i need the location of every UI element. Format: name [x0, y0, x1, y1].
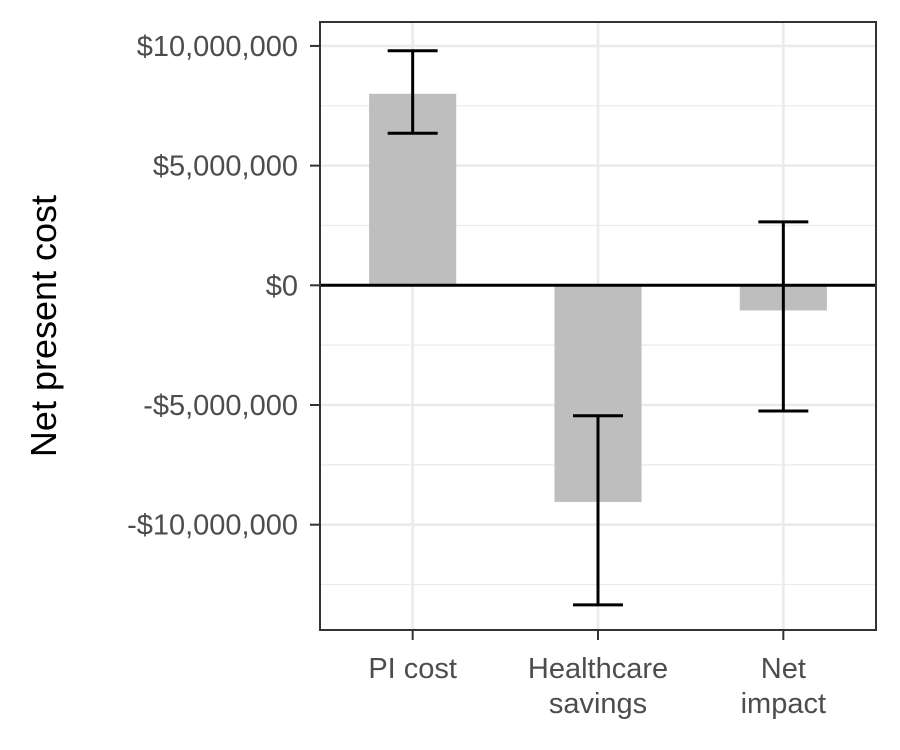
x-tick-label: PI cost: [368, 653, 457, 685]
x-tick-label-line: savings: [549, 688, 647, 720]
x-axis: PI cost Healthcare savings Net impact: [368, 630, 826, 720]
x-tick-label-line: Net: [761, 653, 806, 685]
y-tick-label: -$10,000,000: [127, 510, 298, 542]
y-axis: $10,000,000 $5,000,000 $0 -$5,000,000 -$10,0…: [127, 31, 320, 542]
x-tick-label-line: impact: [741, 688, 826, 720]
x-tick-label: Healthcare savings: [528, 653, 668, 720]
y-tick-label: $10,000,000: [137, 31, 298, 63]
x-tick-label: Net impact: [741, 653, 826, 720]
y-tick-label: $5,000,000: [153, 151, 298, 183]
x-tick-label-line: Healthcare: [528, 653, 668, 685]
bars: [369, 93, 827, 502]
error-bars: [387, 49, 809, 607]
y-axis-title: Net present cost: [23, 195, 64, 457]
y-tick-label: $0: [266, 270, 298, 302]
x-tick-label-line: PI cost: [368, 653, 457, 685]
y-tick-label: -$5,000,000: [143, 390, 298, 422]
